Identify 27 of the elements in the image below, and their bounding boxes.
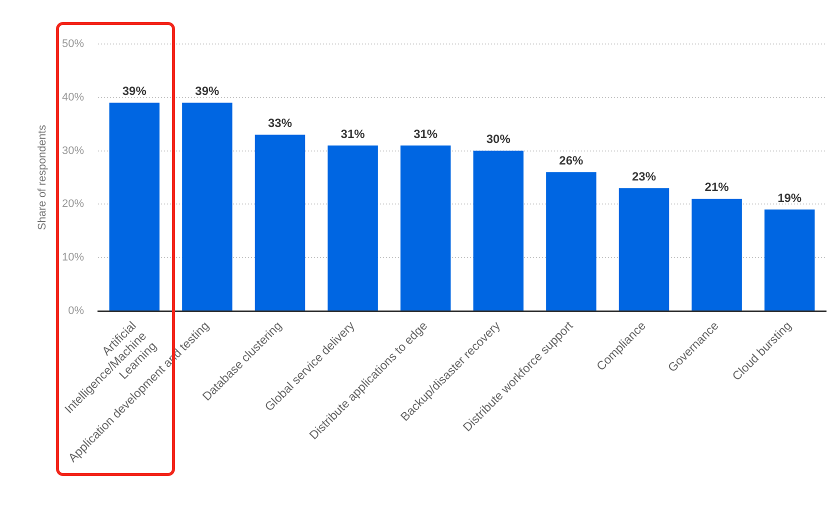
y-tick-label: 30% [62, 144, 84, 157]
data-label: 33% [268, 116, 292, 130]
data-label: 39% [122, 84, 147, 98]
bar [254, 134, 306, 310]
bar [109, 102, 160, 310]
y-tick-label: 0% [68, 305, 84, 318]
data-label: 26% [559, 153, 584, 168]
data-label: 23% [632, 169, 656, 184]
y-tick-label: 40% [62, 91, 84, 104]
data-label: 19% [778, 190, 802, 205]
bar [328, 145, 378, 310]
data-label: 39% [195, 84, 220, 98]
data-label: 31% [414, 126, 438, 141]
bar [182, 102, 232, 310]
y-tick-label: 50% [62, 38, 84, 50]
bar [546, 172, 596, 310]
bar [400, 145, 451, 310]
data-label: 30% [486, 132, 511, 146]
data-label: 21% [704, 180, 730, 194]
data-label: 31% [340, 126, 366, 141]
bar [473, 150, 524, 310]
y-tick-label: 10% [62, 252, 84, 264]
bar [692, 198, 742, 310]
y-tick-label: 20% [62, 198, 84, 210]
y-axis-title: Share of respondents [36, 124, 49, 230]
bar [764, 210, 815, 310]
bar [618, 188, 670, 310]
